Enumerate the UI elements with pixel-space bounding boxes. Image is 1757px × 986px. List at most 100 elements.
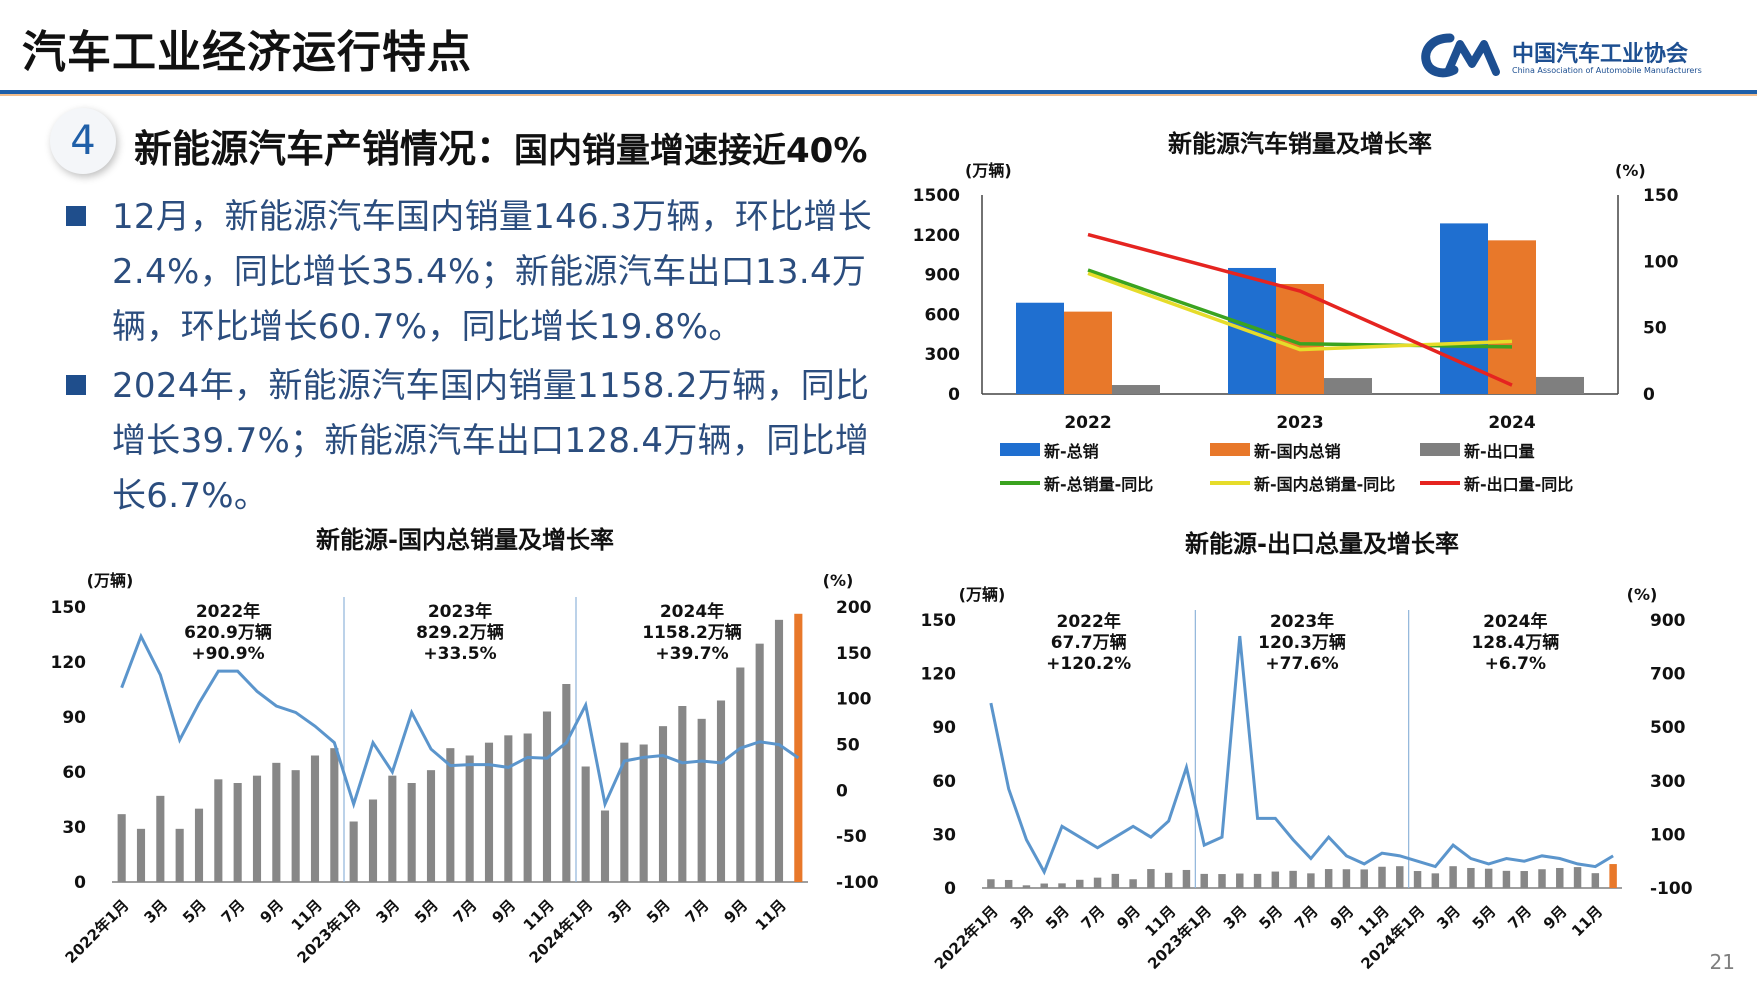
- bar-month: [156, 795, 165, 882]
- annotation-total: 829.2万辆: [416, 622, 504, 643]
- y2-tick-label: 700: [1650, 665, 1686, 685]
- bar-month: [1129, 879, 1137, 888]
- y-axis-unit-right: (%): [1627, 585, 1658, 604]
- annotation-total: 120.3万辆: [1258, 632, 1346, 653]
- growth-line-1: [1087, 271, 1513, 352]
- y-tick-label: 90: [62, 708, 86, 728]
- header-divider: [0, 90, 1757, 94]
- bar-month: [1218, 874, 1226, 888]
- bar-month: [1236, 873, 1244, 888]
- bar-month: [1484, 868, 1493, 888]
- bar-month: [678, 706, 687, 882]
- annotation-year: 2024年: [660, 601, 724, 622]
- bar-month: [233, 783, 242, 882]
- bar-month: [117, 814, 126, 882]
- caam-logo: 中国汽车工业协会 China Association of Automobile…: [1420, 30, 1740, 82]
- x-tick-label: 7月: [1504, 902, 1535, 933]
- bar-month: [562, 684, 571, 882]
- bar-month: [310, 755, 320, 882]
- bar-month: [465, 755, 474, 882]
- y-axis-unit-right: (%): [823, 571, 854, 590]
- bar-month: [1093, 877, 1102, 888]
- x-tick-label: 3月: [1220, 902, 1251, 933]
- y-tick-label: 60: [62, 763, 86, 783]
- bullet-item: 2024年，新能源汽车国内销量1158.2万辆，同比增长39.7%；新能源汽车出…: [62, 359, 892, 524]
- y-tick-label: 30: [62, 818, 86, 838]
- y-tick-label: 30: [932, 825, 956, 845]
- y-tick-label: 150: [51, 598, 87, 618]
- bar-month: [736, 667, 745, 882]
- bar-month: [697, 718, 706, 882]
- annotation-growth: +90.9%: [191, 644, 264, 664]
- annotation-year: 2022年: [196, 601, 260, 622]
- bar-month: [446, 748, 455, 882]
- bar-month: [716, 700, 726, 882]
- bar-month: [658, 726, 668, 882]
- bullet-text: 12月，新能源汽车国内销量146.3万辆，环比增长2.4%，同比增长35.4%；…: [112, 197, 873, 347]
- bar-month: [214, 779, 223, 882]
- bar-month: [407, 783, 416, 882]
- legend-label: 新-国内总销: [1254, 442, 1341, 461]
- y2-tick-label: 100: [1643, 252, 1679, 272]
- bar-month: [1591, 873, 1600, 888]
- bar-latest-month: [1609, 864, 1617, 888]
- bar-month: [620, 742, 629, 882]
- page-number: 21: [1709, 950, 1735, 974]
- growth-line-2: [1087, 232, 1513, 387]
- y-tick-label: 1500: [913, 186, 960, 206]
- bullet-text: 2024年，新能源汽车国内销量1158.2万辆，同比增长39.7%；新能源汽车出…: [112, 366, 870, 516]
- bar-month: [1164, 872, 1173, 888]
- y-tick-label: 300: [925, 345, 961, 365]
- bar-month: [987, 879, 995, 888]
- bar-month: [1111, 873, 1120, 888]
- x-tick-label: 5月: [1255, 902, 1286, 933]
- bar-month: [1022, 885, 1031, 888]
- bar-month: [523, 733, 532, 882]
- chart-title: 新能源汽车销量及增长率: [1168, 130, 1432, 158]
- chart-title: 新能源-出口总量及增长率: [1185, 530, 1459, 558]
- y2-tick-label: 50: [836, 736, 860, 756]
- bar-month: [542, 711, 552, 882]
- bar-month: [1253, 873, 1262, 888]
- bar-export: [1536, 376, 1584, 394]
- y2-tick-label: 150: [1643, 186, 1679, 206]
- y-axis-unit-right: (%): [1615, 161, 1646, 180]
- y-tick-label: 1200: [913, 226, 960, 246]
- annotation-growth: +39.7%: [655, 644, 728, 664]
- bar-month: [175, 828, 184, 882]
- bar-month: [1342, 869, 1351, 888]
- bar-export: [1324, 378, 1372, 394]
- bar-export: [1112, 385, 1160, 394]
- legend-label: 新-出口量: [1464, 442, 1535, 461]
- bar-month: [1431, 873, 1440, 888]
- logo-name: 中国汽车工业协会: [1512, 42, 1689, 67]
- x-tick-label: 7月: [1291, 902, 1322, 933]
- legend-label: 新-出口量-同比: [1464, 475, 1573, 494]
- annotation-year: 2023年: [1270, 611, 1334, 632]
- bar-domestic: [1488, 240, 1536, 394]
- growth-line: [120, 632, 800, 810]
- bar-month: [1289, 870, 1297, 888]
- bar-total: [1016, 302, 1064, 394]
- y-tick-label: 600: [925, 305, 961, 325]
- bar-month: [368, 799, 378, 882]
- annotation-total: 67.7万辆: [1051, 632, 1127, 653]
- x-tick-label: 7月: [1078, 902, 1109, 933]
- bar-month: [1396, 866, 1404, 888]
- y2-tick-label: 0: [1643, 385, 1655, 405]
- annotation-total: 1158.2万辆: [642, 622, 742, 643]
- section-number-badge: 4: [50, 108, 116, 174]
- bar-month: [330, 748, 339, 882]
- bar-month: [1360, 869, 1368, 888]
- bar-month: [1004, 879, 1013, 888]
- bar-month: [581, 766, 590, 882]
- x-tick-label: 2022: [1064, 413, 1111, 433]
- bullet-square-icon: [66, 206, 86, 226]
- y2-tick-label: 50: [1643, 319, 1667, 339]
- bar-month: [1467, 867, 1475, 888]
- page-title: 汽车工业经济运行特点: [22, 27, 472, 78]
- section-title-main: 新能源汽车产销情况：: [134, 127, 515, 171]
- y-axis-unit-left: (万辆): [965, 161, 1012, 180]
- annotation-year: 2023年: [428, 601, 492, 622]
